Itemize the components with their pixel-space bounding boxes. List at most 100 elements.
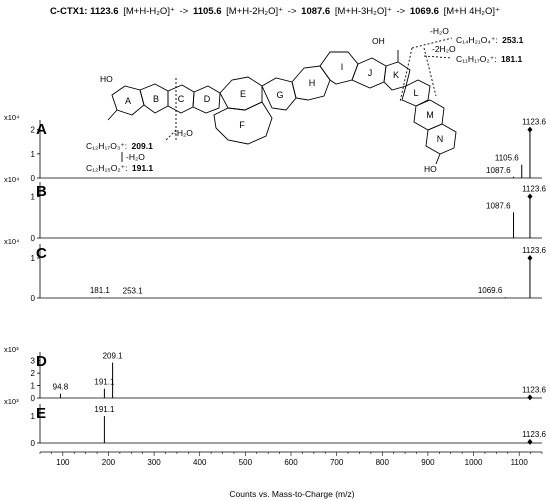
y-tick-label: 1 (31, 193, 36, 202)
ring-label-l: L (413, 88, 418, 98)
peak-marker (527, 438, 533, 445)
ring-d (192, 85, 221, 114)
peak-label: 1087.6 (486, 166, 511, 175)
x-tick-label: 700 (330, 458, 344, 467)
x-tick-label: 500 (239, 458, 253, 467)
y-tick-label: 0 (31, 294, 36, 303)
ring-h (291, 65, 331, 101)
y-tick-label: 2 (31, 369, 36, 378)
oh-bottom-label: HO (424, 164, 437, 174)
y-tick-label: 3 (31, 357, 36, 366)
y-tick-label: 1 (31, 254, 36, 263)
ring-label-e: E (240, 89, 246, 99)
y-tick-label: 1 (31, 412, 36, 421)
peak-marker (527, 255, 533, 261)
y-tick-label: 2 (31, 126, 36, 135)
ring-label-d: D (204, 94, 211, 104)
ring-label-b: B (153, 94, 159, 104)
arrow-253 (411, 37, 453, 49)
peak-label: 1105.6 (495, 154, 519, 163)
peak-label: 191.1 (94, 405, 115, 414)
y-tick-label: 1 (31, 150, 36, 159)
peak-label: 1123.6 (522, 246, 546, 255)
x-axis: 100 200 300 400 500 600 700 800 900 1000 1100 (39, 451, 543, 467)
peak-label: 1123.6 (522, 118, 546, 127)
ho-label: HO (100, 74, 113, 84)
ring-label-j: J (368, 68, 373, 78)
y-tick-label: 0 (31, 174, 36, 183)
panel-letter: B (36, 183, 47, 200)
oh-top-label: OH (372, 36, 385, 46)
peak-marker (527, 126, 533, 133)
y-tick-label: 0 (31, 234, 36, 243)
ring-labels: A B C D E F G H I J K L M N (125, 62, 443, 144)
frag1-loss: -H₂O (430, 26, 449, 36)
frag4-formula: C₁₂H₁₅O₂⁺: 191.1 (86, 163, 153, 173)
panel-a: x10⁴ A 0 1 2 1087.6 1105.6 1123.6 (4, 113, 547, 183)
scale-label: x10⁴ (4, 237, 19, 246)
panel-letter: D (36, 353, 47, 370)
frag3-formula: C₁₂H₁₇O₃⁺: 209.1 (86, 141, 153, 151)
frag2-formula: C₁₁H₁₇O₂⁺: 181.1 (456, 54, 522, 64)
peak-label: 94.8 (53, 383, 69, 392)
scale-label: x10⁴ (4, 113, 19, 122)
ho-bond (107, 109, 118, 121)
x-tick-label: 1100 (511, 458, 529, 467)
cleave-2 (399, 47, 413, 103)
ring-label-m: M (426, 110, 434, 120)
ring-l (401, 79, 431, 107)
scale-label: x10³ (4, 345, 19, 354)
peak-marker (527, 394, 533, 401)
ring-label-a: A (125, 96, 131, 106)
peak-label: 1123.6 (522, 385, 546, 394)
frag4-loss: -H₂O (126, 152, 145, 162)
peak-label: 253.1 (123, 287, 144, 296)
frag2-loss: -2H₂O (432, 44, 456, 54)
ring-label-f: F (239, 120, 245, 130)
x-axis-label: Counts vs. Mass-to-Charge (m/z) (229, 489, 354, 499)
structure-annotations: HO OH HO -H₂O C₁₄H₂₁O₄⁺: 253.1 -2H₂O C₁₁… (86, 26, 524, 174)
peak-label: 1069.6 (478, 286, 503, 295)
ring-label-k: K (393, 70, 399, 80)
frag1-formula: C₁₄H₂₁O₄⁺: 253.1 (456, 35, 524, 45)
panel-letter: A (36, 121, 47, 138)
oh2-bond (435, 153, 441, 165)
x-tick-label: 200 (102, 458, 116, 467)
peak-marker (527, 193, 533, 200)
x-tick-label: 800 (376, 458, 390, 467)
ctx-structure (107, 37, 457, 165)
ring-label-h: H (309, 78, 316, 88)
peak-label: 181.1 (90, 286, 111, 295)
x-tick-label: 600 (284, 458, 298, 467)
peak-label: 209.1 (103, 352, 124, 361)
x-tick-label: 400 (193, 458, 207, 467)
ring-n (425, 123, 457, 155)
x-tick-label: 1000 (465, 458, 483, 467)
scale-label: x10³ (4, 397, 19, 406)
y-tick-label: 0 (31, 394, 36, 403)
header-line: C-CTX1: 1123.6 [M+H-H₂O]⁺ -> 1105.6 [M+H… (50, 6, 500, 17)
panel-d: x10³ D 0 1 2 3 94.8 191.1 209.1 1123.6 (4, 345, 547, 403)
spectra-panels: x10⁴A0121087.61105.61123.6x10⁴B011087.61… (4, 113, 547, 448)
panel-letter: C (36, 245, 47, 262)
arrow-181 (423, 55, 453, 59)
y-tick-label: 0 (31, 439, 36, 448)
scale-label: x10⁴ (4, 175, 19, 184)
ring-label-g: G (276, 90, 283, 100)
x-tick-label: 300 (147, 458, 161, 467)
peak-label: 1123.6 (522, 430, 546, 439)
peak-label: 1087.6 (486, 201, 511, 210)
x-tick-label: 900 (421, 458, 435, 467)
peak-label: 191.1 (94, 378, 115, 387)
panel-letter: E (36, 405, 46, 422)
frag3-loss: -H₂O (174, 128, 193, 138)
peak-label: 1123.6 (522, 185, 546, 194)
ring-label-i: I (341, 62, 344, 72)
ring-label-n: N (437, 134, 444, 144)
x-tick-label: 100 (56, 458, 70, 467)
y-tick-label: 1 (31, 382, 36, 391)
